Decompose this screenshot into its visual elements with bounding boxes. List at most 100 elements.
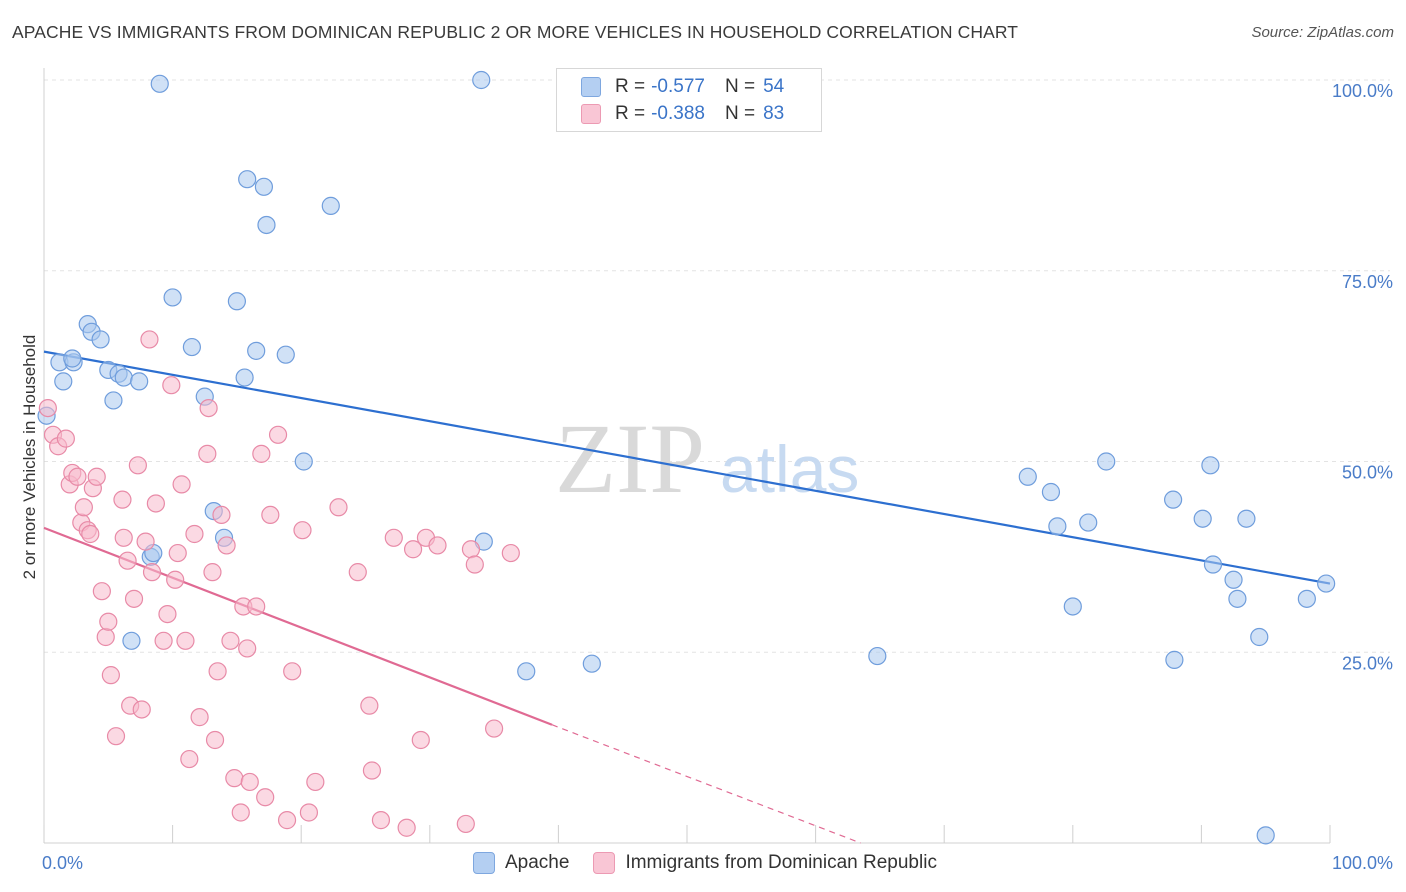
legend-n-value: 83	[763, 103, 785, 124]
apache-point	[235, 368, 254, 387]
x-tick-label: 100.0%	[1332, 853, 1393, 873]
dominican-point	[212, 505, 231, 525]
apache-point	[227, 292, 246, 311]
apache-point	[91, 330, 110, 349]
dominican-point	[180, 749, 199, 769]
dominican-point	[56, 429, 75, 448]
dominican-point	[176, 631, 195, 650]
series-label-apache: Apache	[505, 852, 570, 873]
dominican-point	[158, 604, 177, 624]
legend-r-value: -0.388	[651, 103, 705, 124]
dominican-point	[199, 398, 218, 418]
chart-title: APACHE VS IMMIGRANTS FROM DOMINICAN REPU…	[12, 22, 1019, 42]
apache-point	[1063, 597, 1082, 616]
dominican-point	[96, 627, 115, 647]
dominican-point	[190, 708, 209, 727]
apache-point	[321, 196, 340, 215]
correlation-legend: R = -0.577 N = 54 R = -0.388 N = 83	[556, 68, 822, 132]
dominican-point	[185, 524, 204, 544]
dominican-point	[92, 582, 111, 601]
dominican-point	[299, 803, 319, 822]
series-label-dominican: Immigrants from Dominican Republic	[625, 852, 937, 873]
legend-r-label: R =	[615, 76, 646, 97]
apache-point	[1041, 482, 1061, 502]
dominican-point	[231, 803, 250, 822]
dominican-point	[142, 563, 162, 582]
apache-point	[104, 391, 123, 410]
dominican-point	[397, 818, 416, 837]
apache-trend-line	[43, 350, 1331, 585]
apache-point	[294, 452, 313, 471]
legend-r-value: -0.577	[651, 76, 705, 97]
legend-row-dominican: R = -0.388 N = 83	[581, 101, 784, 127]
x-tick-labels: 0.0% 100.0%	[42, 853, 1393, 873]
dominican-point	[247, 597, 266, 616]
dominican-point	[362, 761, 382, 780]
dominican-point	[277, 811, 297, 830]
apache-point	[114, 368, 133, 387]
apache-point	[254, 177, 274, 196]
dominican-point	[87, 467, 106, 486]
dominican-point	[428, 536, 447, 555]
dominican-point	[329, 498, 348, 517]
dominican-point	[132, 700, 151, 719]
dominican-point	[136, 532, 155, 551]
y-tick-label: 50.0%	[1342, 463, 1393, 483]
apache-point	[1237, 509, 1256, 528]
dominican-point	[256, 788, 275, 807]
dominican-point	[74, 498, 93, 517]
apache-point	[182, 337, 201, 357]
apache-point	[472, 70, 491, 90]
dominican-point	[240, 772, 259, 792]
apache-point	[247, 341, 266, 360]
dominican-point	[501, 543, 520, 563]
dominican-point	[113, 490, 132, 509]
dominican-point	[238, 639, 257, 658]
dominican-point	[114, 528, 133, 547]
apache-point	[1164, 490, 1183, 509]
dominican-point	[81, 524, 100, 544]
series-swatch-apache	[473, 852, 495, 874]
dominican-point	[203, 563, 222, 582]
apache-point	[163, 288, 182, 307]
data-points	[37, 70, 1336, 845]
dominican-point	[124, 589, 144, 608]
dominican-point	[140, 330, 159, 349]
apache-point	[63, 349, 82, 368]
dominican-point	[268, 425, 288, 444]
dominican-point	[252, 444, 271, 463]
apache-point	[1201, 456, 1220, 475]
dominican-point	[146, 494, 165, 513]
dominican-point	[283, 662, 302, 681]
apache-point	[1317, 574, 1336, 593]
dominican-point	[371, 811, 391, 830]
dominican-point	[168, 543, 187, 563]
apache-point	[122, 631, 141, 650]
dominican-point	[465, 555, 484, 574]
apache-point	[150, 74, 169, 93]
dominican-point	[101, 666, 120, 685]
series-legend-apache[interactable]: Apache	[473, 852, 569, 874]
apache-point	[1018, 467, 1037, 486]
y-axis-label: 2 or more Vehicles in Household	[20, 335, 39, 580]
source-credit: Source: ZipAtlas.com	[1251, 24, 1394, 41]
apache-point	[1203, 555, 1223, 574]
dominican-point	[68, 467, 87, 486]
dominican-point	[162, 376, 181, 395]
series-legend-dominican[interactable]: Immigrants from Dominican Republic	[593, 852, 937, 874]
dominican-point	[217, 536, 236, 555]
apache-point	[276, 345, 295, 364]
watermark-zip: ZIP	[555, 403, 705, 514]
dominican-trend-extension	[551, 724, 861, 844]
dominican-point	[348, 563, 367, 582]
dominican-point	[38, 398, 57, 418]
legend-n-label: N =	[724, 76, 756, 97]
dominican-point	[221, 631, 240, 650]
y-tick-labels: 25.0% 50.0% 75.0% 100.0%	[1332, 81, 1393, 673]
dominican-point	[485, 719, 504, 738]
legend-n-label: N =	[724, 103, 756, 124]
dominican-point	[99, 612, 118, 631]
legend-r-label: R =	[615, 103, 646, 124]
dominican-point	[456, 814, 475, 834]
dominican-point	[166, 570, 185, 589]
